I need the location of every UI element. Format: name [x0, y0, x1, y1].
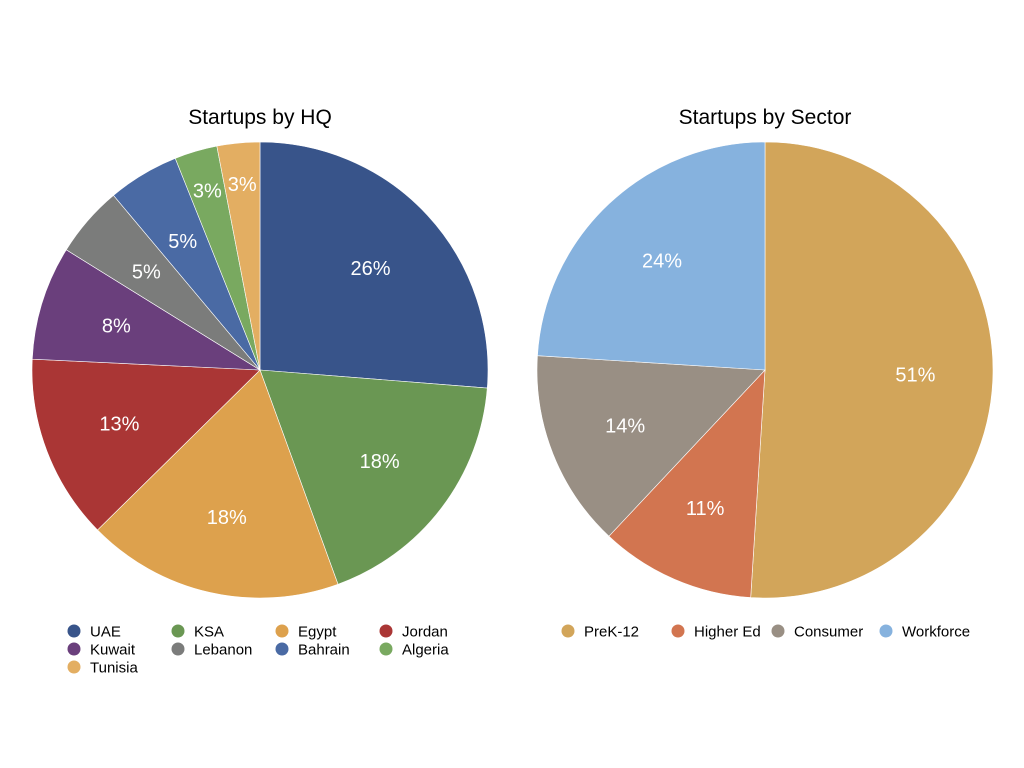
slice-label-workforce: 24% — [642, 250, 682, 272]
legend-swatch — [379, 624, 393, 638]
slice-label-higher-ed: 11% — [686, 498, 725, 520]
slice-label-jordan: 13% — [99, 414, 139, 436]
pie-chart-startups-by-sector: Startups by Sector 51% 11% 14% 24% PreK-12 Hig… — [536, 106, 994, 641]
legend-swatch — [171, 624, 185, 638]
slice-label-egypt: 18% — [207, 507, 247, 529]
legend-swatch — [879, 624, 893, 638]
legend-item-bahrain: Bahrain — [275, 642, 350, 659]
legend-item-prek-12: PreK-12 — [561, 624, 639, 641]
legend-label: Algeria — [402, 642, 449, 659]
legend-item-kuwait: Kuwait — [67, 642, 136, 659]
pie-slice-workforce — [537, 141, 766, 371]
pie-slice-egypt — [97, 369, 339, 599]
slice-label-ksa: 18% — [360, 451, 400, 473]
slice-label-consumer: 14% — [605, 415, 645, 437]
legend-item-uae: UAE — [67, 624, 121, 641]
legend-item-workforce: Workforce — [879, 624, 970, 641]
legend-swatch — [275, 642, 289, 656]
legend-label: UAE — [90, 624, 121, 641]
legend: PreK-12 Higher Ed Consumer Workforce — [561, 624, 970, 641]
legend-label: Tunisia — [90, 660, 138, 677]
pie-slice-prek-12 — [750, 141, 994, 599]
legend-swatch — [67, 642, 81, 656]
legend-swatch — [771, 624, 785, 638]
legend-label: PreK-12 — [584, 624, 639, 641]
legend-swatch — [171, 642, 185, 656]
legend-label: Bahrain — [298, 642, 350, 659]
legend-item-higher-ed: Higher Ed — [671, 624, 761, 641]
pie-slice-jordan — [31, 358, 261, 531]
legend-swatch — [275, 624, 289, 638]
legend-swatch — [67, 624, 81, 638]
legend-label: Consumer — [794, 624, 863, 641]
legend-swatch — [379, 642, 393, 656]
chart-title: Startups by Sector — [679, 106, 852, 129]
legend-label: Higher Ed — [694, 624, 761, 641]
legend-item-algeria: Algeria — [379, 642, 449, 659]
legend-item-lebanon: Lebanon — [171, 642, 252, 659]
legend-item-jordan: Jordan — [379, 624, 448, 641]
slice-label-lebanon: 5% — [132, 262, 161, 284]
legend-label: KSA — [194, 624, 224, 641]
legend-item-egypt: Egypt — [275, 624, 337, 641]
legend-item-tunisia: Tunisia — [67, 660, 138, 677]
legend-label: Kuwait — [90, 642, 136, 659]
chart-title: Startups by HQ — [188, 106, 332, 129]
slice-label-tunisia: 3% — [228, 174, 257, 196]
slice-label-kuwait: 8% — [102, 315, 131, 337]
legend-label: Jordan — [402, 624, 448, 641]
legend-item-consumer: Consumer — [771, 624, 863, 641]
pie-slice-uae — [259, 141, 489, 389]
legend-label: Workforce — [902, 624, 970, 641]
pie-slice-ksa — [259, 369, 488, 585]
slice-label-algeria: 3% — [193, 181, 222, 203]
legend-swatch — [671, 624, 685, 638]
legend-swatch — [561, 624, 575, 638]
pie-slice-higher-ed — [608, 369, 766, 598]
legend-swatch — [67, 660, 81, 674]
legend-label: Egypt — [298, 624, 337, 641]
pie-slice-consumer — [536, 355, 766, 537]
slice-label-uae: 26% — [350, 258, 390, 280]
pie-slice-tunisia — [216, 141, 261, 371]
slice-label-bahrain: 5% — [168, 231, 197, 253]
pie-slice-kuwait — [31, 249, 262, 371]
legend: UAE KSA Egypt Jordan Kuwait Lebanon Bahrain Alg… — [67, 624, 449, 677]
legend-item-ksa: KSA — [171, 624, 224, 641]
slice-label-prek-12: 51% — [895, 365, 935, 387]
legend-label: Lebanon — [194, 642, 252, 659]
